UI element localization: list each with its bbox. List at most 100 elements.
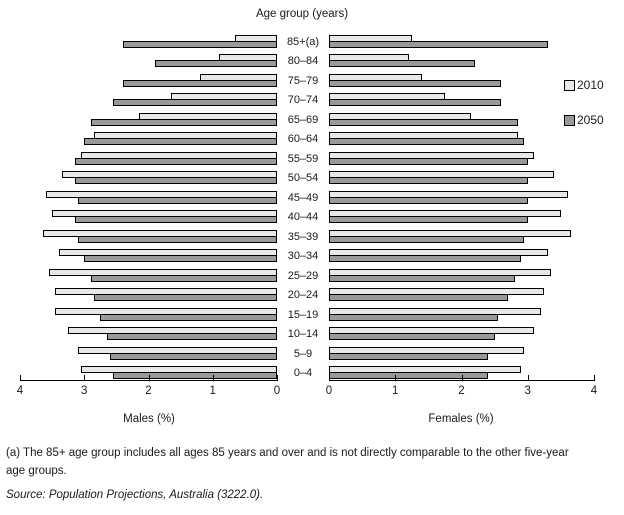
axis-tick-males-3 [84, 375, 86, 381]
bar-females-2050-50–54 [329, 177, 528, 185]
female-bars-pane [329, 35, 594, 379]
bar-row-females-5–9 [329, 346, 594, 360]
axis-tick-males-2 [148, 375, 150, 381]
bar-row-females-30–34 [329, 249, 594, 263]
bar-row-males-65–69 [20, 112, 277, 126]
axis-tick-label-females-2: 2 [458, 385, 465, 397]
axis-tick-females-2 [461, 375, 463, 381]
legend: 2010 2050 [564, 78, 604, 148]
bar-row-females-75–79 [329, 73, 594, 87]
legend-swatch-2010 [564, 79, 575, 91]
bar-row-males-30–34 [20, 249, 277, 263]
age-group-labels: 85+(a) 80–84 75–79 70–74 65–69 60–64 55–59 50–5… [277, 35, 329, 379]
legend-label-2010: 2010 [577, 78, 604, 92]
axis-tick-label-females-1: 1 [392, 385, 399, 397]
axis-tick-males-1 [212, 375, 214, 381]
bar-row-females-40–44 [329, 210, 594, 224]
bar-males-2050-80–84 [154, 60, 277, 68]
bar-row-females-50–54 [329, 171, 594, 185]
bar-row-males-80–84 [20, 54, 277, 68]
age-label-5–9: 5–9 [293, 347, 313, 360]
bar-females-2050-35–39 [329, 235, 525, 243]
bar-row-males-50–54 [20, 171, 277, 185]
bar-males-2050-0–4 [113, 371, 277, 379]
bar-row-females-15–19 [329, 307, 594, 321]
bar-row-males-15–19 [20, 307, 277, 321]
bar-females-2050-25–29 [329, 274, 515, 282]
chart-title: Age group (years) [255, 8, 349, 20]
bar-females-2050-10–14 [329, 333, 495, 341]
age-label-50–54: 50–54 [287, 172, 319, 185]
bar-males-2050-20–24 [93, 294, 277, 302]
age-label-40–44: 40–44 [287, 211, 319, 224]
age-label-55–59: 55–59 [287, 152, 319, 165]
axis-tick-females-0 [329, 375, 330, 381]
bar-row-males-25–29 [20, 268, 277, 282]
axis-tick-males-4 [20, 375, 21, 381]
bar-females-2050-40–44 [329, 216, 528, 224]
bar-row-females-70–74 [329, 93, 594, 107]
axis-tick-label-females-4: 4 [590, 385, 598, 397]
bar-males-2050-5–9 [109, 352, 277, 360]
age-label-10–14: 10–14 [287, 328, 319, 341]
axis-tick-label-males-4: 4 [16, 385, 24, 397]
bar-females-2050-70–74 [329, 99, 502, 107]
male-bars-pane [20, 35, 277, 379]
axis-tick-label-males-2: 2 [145, 385, 152, 397]
axis-tick-label-males-0: 0 [273, 385, 281, 397]
bar-males-2050-35–39 [77, 235, 277, 243]
legend-item-2010: 2010 [564, 78, 604, 92]
bar-row-females-35–39 [329, 229, 594, 243]
age-label-0–4: 0–4 [293, 366, 313, 379]
axis-tick-label-females-3: 3 [524, 385, 531, 397]
bar-males-2050-65–69 [90, 118, 277, 126]
legend-item-2050: 2050 [564, 113, 604, 127]
bar-males-2050-25–29 [90, 274, 277, 282]
bar-row-males-0–4 [20, 365, 277, 379]
bar-row-males-40–44 [20, 210, 277, 224]
bar-males-2050-70–74 [113, 99, 277, 107]
bar-males-2050-60–64 [84, 138, 277, 146]
age-label-70–74: 70–74 [287, 94, 319, 107]
legend-label-2050: 2050 [577, 113, 604, 127]
bar-males-2050-30–34 [84, 255, 277, 263]
source-note: Source: Population Projections, Australi… [6, 489, 264, 501]
bar-row-males-75–79 [20, 73, 277, 87]
male-x-axis: 4 3 2 1 0 [17, 375, 280, 397]
bar-row-males-55–59 [20, 151, 277, 165]
bar-males-2050-40–44 [74, 216, 277, 224]
male-axis-title: Males (%) [123, 413, 175, 425]
age-label-15–19: 15–19 [287, 308, 319, 321]
bar-row-males-10–14 [20, 327, 277, 341]
bar-males-2050-55–59 [74, 157, 277, 165]
bar-row-females-10–14 [329, 327, 594, 341]
bar-females-2050-55–59 [329, 157, 528, 165]
axis-tick-females-4 [594, 375, 595, 381]
axis-tick-females-3 [527, 375, 529, 381]
axis-tick-females-1 [395, 375, 397, 381]
bar-row-females-60–64 [329, 132, 594, 146]
bar-males-2050-85+(a) [122, 41, 277, 48]
bar-row-females-65–69 [329, 112, 594, 126]
bar-males-2050-15–19 [100, 313, 277, 321]
bar-row-females-25–29 [329, 268, 594, 282]
bar-females-2050-15–19 [329, 313, 498, 321]
bar-row-males-70–74 [20, 93, 277, 107]
age-label-25–29: 25–29 [287, 269, 319, 282]
bar-row-females-80–84 [329, 54, 594, 68]
legend-swatch-2050 [564, 114, 575, 126]
bar-females-2050-65–69 [329, 118, 518, 126]
age-label-45–49: 45–49 [287, 191, 319, 204]
bar-row-females-45–49 [329, 190, 594, 204]
axis-tick-males-0 [277, 375, 278, 381]
bar-females-2050-30–34 [329, 255, 522, 263]
bar-males-2050-50–54 [74, 177, 277, 185]
bar-row-males-85+(a) [20, 35, 277, 48]
bar-row-females-55–59 [329, 151, 594, 165]
age-label-60–64: 60–64 [287, 133, 319, 146]
bar-females-2050-85+(a) [329, 41, 548, 48]
female-axis-title: Females (%) [428, 413, 494, 425]
bar-row-males-60–64 [20, 132, 277, 146]
age-label-65–69: 65–69 [287, 113, 319, 126]
bar-females-2050-60–64 [329, 138, 525, 146]
